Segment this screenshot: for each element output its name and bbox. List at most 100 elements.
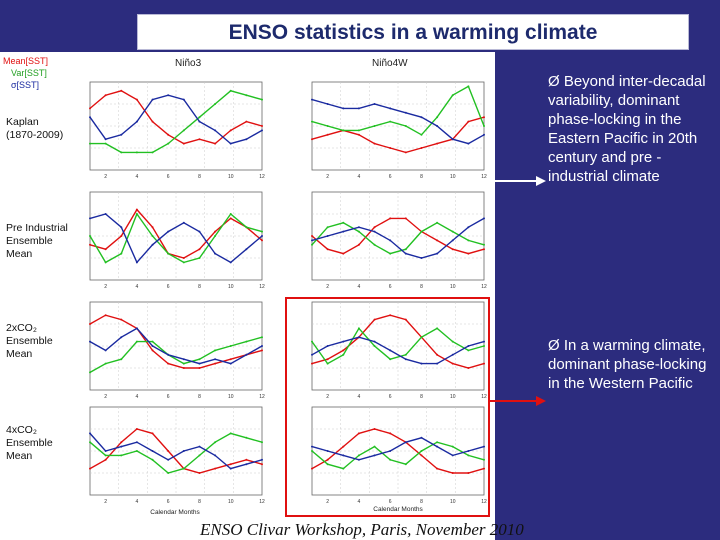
data-point: [89, 441, 91, 444]
data-point: [483, 340, 485, 343]
data-point: [357, 243, 360, 246]
tick-label: 8: [198, 499, 201, 505]
data-point: [389, 147, 392, 149]
data-point: [467, 454, 470, 457]
data-point: [214, 129, 217, 132]
series-line: [89, 432, 263, 470]
data-point: [404, 111, 407, 114]
data-point: [420, 133, 423, 136]
data-point: [167, 362, 170, 365]
data-point: [198, 120, 201, 123]
data-point: [167, 230, 170, 233]
data-point: [104, 138, 107, 141]
tick-label: 2: [104, 499, 107, 505]
data-point: [120, 235, 123, 237]
data-point: [167, 353, 170, 356]
data-point: [357, 226, 360, 229]
data-point: [120, 336, 123, 339]
data-point: [89, 371, 91, 374]
data-point: [342, 445, 345, 448]
tick-label: 12: [481, 284, 487, 290]
data-point: [436, 445, 439, 448]
data-point: [357, 133, 360, 136]
data-point: [135, 120, 138, 123]
data-point: [373, 142, 376, 145]
data-point: [326, 362, 329, 365]
data-point: [373, 103, 376, 105]
data-point: [326, 133, 329, 136]
data-point: [135, 261, 138, 264]
tick-label: 12: [259, 174, 265, 180]
chart-panel: 2 4 6 8 10 12: [311, 406, 487, 505]
data-point: [357, 230, 360, 233]
data-point: [467, 472, 470, 474]
data-point: [467, 345, 470, 347]
data-point: [135, 327, 138, 330]
data-point: [182, 467, 185, 470]
tick-label: 12: [481, 174, 487, 180]
slide-title: ENSO statistics in a warming climate: [228, 21, 598, 44]
tick-label: 12: [481, 394, 487, 400]
data-point: [357, 432, 360, 435]
series-line: [89, 327, 263, 365]
data-point: [182, 142, 185, 145]
series-line: [311, 116, 485, 154]
data-point: [214, 441, 217, 444]
legend-std: σ[SST]: [11, 80, 40, 90]
data-point: [389, 107, 392, 110]
data-point: [357, 454, 360, 457]
data-point: [404, 318, 407, 321]
data-point: [420, 336, 423, 339]
data-point: [311, 445, 313, 448]
data-point: [229, 345, 232, 347]
row-label-kaplan: Kaplan (1870-2009): [6, 116, 64, 141]
data-point: [198, 362, 201, 365]
data-point: [326, 450, 329, 452]
data-point: [373, 340, 376, 343]
data-point: [311, 243, 313, 246]
legend: Mean[SST] Var[SST] σ[SST]: [3, 55, 48, 91]
tick-label: 12: [259, 284, 265, 290]
data-point: [436, 239, 439, 242]
data-point: [326, 463, 329, 466]
tick-label: 4: [136, 394, 139, 400]
data-point: [311, 340, 313, 343]
data-point: [135, 98, 138, 101]
data-point: [214, 467, 217, 470]
data-point: [483, 243, 485, 246]
data-point: [404, 217, 407, 220]
data-point: [467, 120, 470, 123]
data-point: [104, 213, 107, 215]
data-point: [104, 450, 107, 452]
data-point: [467, 142, 470, 145]
tick-label: 12: [259, 499, 265, 505]
data-point: [89, 432, 91, 435]
data-point: [451, 362, 454, 365]
data-point: [467, 85, 470, 88]
data-point: [120, 318, 123, 321]
data-point: [135, 441, 138, 444]
legend-var: Var[SST]: [11, 68, 47, 78]
data-point: [214, 454, 217, 457]
data-point: [483, 125, 485, 127]
data-point: [436, 252, 439, 255]
data-point: [326, 458, 329, 461]
data-point: [182, 129, 185, 132]
tick-label: 2: [104, 394, 107, 400]
data-point: [420, 116, 423, 119]
data-point: [389, 432, 392, 435]
data-point: [104, 261, 107, 264]
data-point: [483, 217, 485, 220]
chart-panel: 2 4 6 8 10 12: [311, 191, 487, 290]
data-point: [326, 358, 329, 361]
row-label-4xco2: 4xCO₂ Ensemble Mean: [6, 424, 53, 462]
tick-label: 8: [198, 394, 201, 400]
data-point: [311, 450, 313, 452]
data-point: [373, 428, 376, 430]
data-point: [167, 94, 170, 97]
data-point: [404, 248, 407, 251]
data-point: [245, 94, 248, 97]
x-axis-label: Calendar Months: [373, 506, 423, 513]
data-point: [167, 450, 170, 452]
data-point: [311, 98, 313, 101]
